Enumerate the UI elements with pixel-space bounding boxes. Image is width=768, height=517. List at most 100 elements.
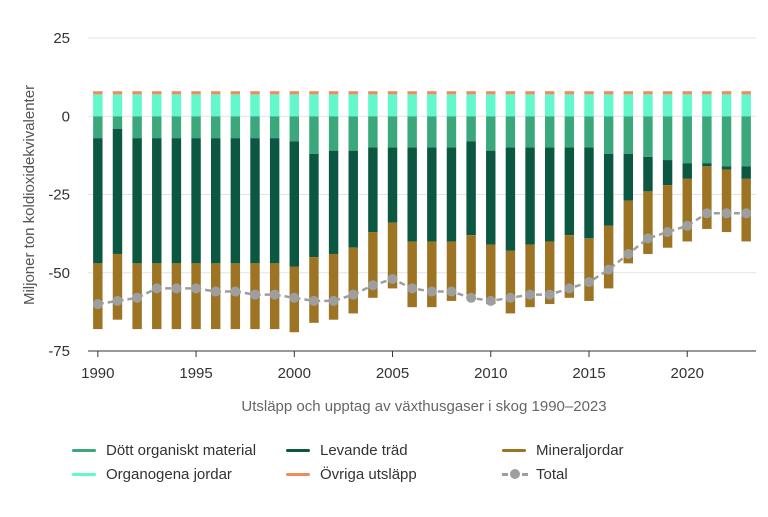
total-point-1998 [250,289,260,300]
bar-organogena-jordar-2008 [446,94,457,117]
total-point-1995 [191,283,202,294]
legend-item-mineraljordar: Mineraljordar [502,438,624,462]
total-point-2020 [682,220,693,231]
bar-ovriga-utslapp-2000 [289,91,300,95]
x-tick-label: 2010 [474,365,507,382]
bar-organogena-jordar-2011 [505,94,516,117]
legend-label: Levande träd [320,441,408,459]
bar-organogena-jordar-1992 [132,94,142,117]
total-point-2000 [289,292,300,303]
bar-mineraljordar-1995 [191,263,201,330]
bar-levande-trad-2022 [721,166,732,170]
x-tick-label: 2020 [671,365,704,382]
bar-mineraljordar-2012 [525,244,535,308]
total-point-2004 [367,280,378,291]
bar-dott-organiskt-material-2004 [368,116,378,148]
x-tick-label: 1995 [179,365,212,382]
bar-levande-trad-2013 [544,147,555,242]
bar-dott-organiskt-material-2008 [446,116,457,148]
bar-organogena-jordar-1997 [230,94,241,117]
bar-levande-trad-1999 [269,138,280,264]
bar-dott-organiskt-material-2003 [348,116,358,151]
total-point-2002 [328,295,339,306]
total-line-path [97,212,747,306]
bar-dott-organiskt-material-2002 [328,116,339,151]
y-tick-label: 0 [62,108,70,125]
bar-levande-trad-1993 [152,138,162,264]
total-point-2019 [662,227,673,238]
bar-dott-organiskt-material-1997 [230,116,241,139]
bar-mineraljordar-2001 [309,257,319,323]
bar-organogena-jordar-1999 [269,94,280,117]
bar-organogena-jordar-2018 [643,94,653,117]
total-point-2007 [426,286,437,297]
bar-organogena-jordar-1990 [93,94,103,117]
total-point-1991 [112,295,123,306]
bar-organogena-jordar-2009 [466,94,476,117]
bar-dott-organiskt-material-1992 [132,116,142,139]
bar-organogena-jordar-2005 [387,94,398,117]
bar-ovriga-utslapp-1993 [152,91,162,95]
bar-ovriga-utslapp-2004 [368,91,378,95]
bar-levande-trad-2005 [387,147,398,223]
bar-dott-organiskt-material-1996 [210,116,221,139]
bar-levande-trad-2009 [466,141,476,236]
bar-mineraljordar-2013 [544,241,555,305]
bar-levande-trad-1997 [230,138,241,264]
bar-dott-organiskt-material-2017 [623,116,634,154]
legend-item-levande-trad: Levande träd [286,438,408,462]
bar-dott-organiskt-material-2005 [387,116,398,148]
bar-ovriga-utslapp-2019 [662,91,673,95]
bar-mineraljordar-2022 [721,169,732,233]
legend: Dött organiskt material Levande träd Min… [72,436,752,496]
total-point-2008 [446,286,457,297]
bar-organogena-jordar-2000 [289,94,300,117]
total-point-2010 [485,295,496,306]
bar-dott-organiskt-material-2006 [407,116,417,148]
bar-levande-trad-2014 [564,147,575,236]
bar-ovriga-utslapp-2003 [348,91,358,95]
bar-ovriga-utslapp-1999 [269,91,280,95]
bar-mineraljordar-2017 [623,200,634,264]
bar-organogena-jordar-2002 [328,94,339,117]
total-point-2012 [525,289,536,300]
bar-levande-trad-2015 [584,147,594,239]
bar-ovriga-utslapp-2013 [544,91,555,95]
bar-dott-organiskt-material-1991 [112,116,123,129]
bar-ovriga-utslapp-2001 [309,91,319,95]
total-point-1997 [230,286,241,297]
total-point-2001 [308,295,319,306]
bar-ovriga-utslapp-2015 [584,91,594,95]
bar-dott-organiskt-material-2000 [289,116,300,142]
bar-dott-organiskt-material-2020 [682,116,692,164]
bar-organogena-jordar-2019 [662,94,673,117]
legend-swatch [502,448,526,452]
legend-label: Total [536,465,568,483]
bar-mineraljordar-2014 [564,235,575,298]
total-point-2015 [584,277,594,288]
bar-levande-trad-2021 [702,163,712,167]
total-point-2003 [348,289,359,300]
bar-dott-organiskt-material-2015 [584,116,594,148]
total-point-1992 [132,292,143,303]
y-tick-label: -75 [48,343,70,360]
bar-dott-organiskt-material-1995 [191,116,201,139]
bar-organogena-jordar-2010 [486,94,496,117]
bar-levande-trad-2003 [348,150,358,248]
bar-dott-organiskt-material-2010 [486,116,496,151]
legend-label: Organogena jordar [106,465,232,483]
grid [88,37,756,352]
bars [93,91,751,333]
total-point-2014 [564,283,575,294]
bar-mineraljordar-2021 [702,166,712,229]
bar-dott-organiskt-material-2001 [309,116,319,154]
bar-mineraljordar-1991 [112,253,123,320]
bar-ovriga-utslapp-1992 [132,91,142,95]
bar-levande-trad-2001 [309,153,319,258]
bar-organogena-jordar-2007 [427,94,437,117]
bar-mineraljordar-2010 [486,244,496,305]
bar-levande-trad-2002 [328,150,339,254]
bar-organogena-jordar-2012 [525,94,535,117]
legend-swatch [286,448,310,452]
